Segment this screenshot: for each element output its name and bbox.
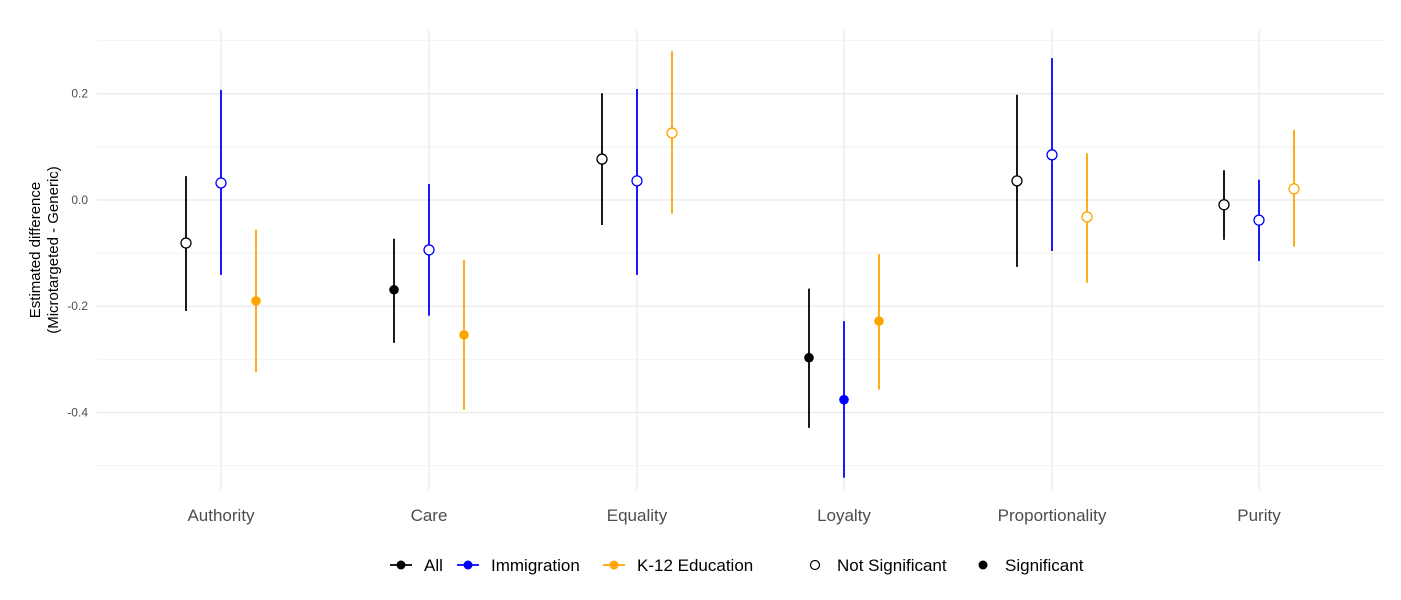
point-not-significant bbox=[423, 244, 435, 256]
point-not-significant bbox=[666, 127, 678, 139]
legend-key-point bbox=[396, 560, 406, 570]
legend-label: All bbox=[424, 556, 443, 575]
x-tick-label: Care bbox=[411, 506, 448, 525]
point-not-significant bbox=[1288, 183, 1300, 195]
point-not-significant bbox=[596, 153, 608, 165]
x-tick-label: Proportionality bbox=[998, 506, 1107, 525]
y-tick-label: 0.0 bbox=[71, 193, 88, 207]
x-tick-label: Equality bbox=[607, 506, 668, 525]
legend-significant-icon bbox=[978, 560, 988, 570]
point-significant bbox=[251, 296, 261, 306]
x-axis-ticks: Authority Care Equality Loyalty Proportional… bbox=[187, 506, 1281, 525]
point-not-significant bbox=[1081, 211, 1093, 223]
legend-not-significant-icon bbox=[809, 559, 821, 571]
y-axis-label-line1: Estimated difference bbox=[27, 182, 44, 318]
y-axis-ticks: -0.4 -0.2 0.0 0.2 bbox=[67, 87, 88, 420]
legend-label: Significant bbox=[1005, 556, 1084, 575]
gridlines bbox=[97, 30, 1384, 490]
legend-label: Not Significant bbox=[837, 556, 947, 575]
y-axis-label-line2: (Microtargeted - Generic) bbox=[45, 166, 62, 334]
point-not-significant bbox=[1218, 199, 1230, 211]
legend-key-point bbox=[609, 560, 619, 570]
y-tick-label: -0.4 bbox=[67, 405, 88, 419]
point-significant bbox=[389, 284, 399, 295]
point-not-significant bbox=[631, 175, 643, 187]
x-tick-label: Loyalty bbox=[817, 506, 871, 525]
y-tick-label: -0.2 bbox=[67, 299, 88, 313]
point-significant bbox=[839, 394, 849, 405]
legend-label: K-12 Education bbox=[637, 556, 753, 575]
legend-label: Immigration bbox=[491, 556, 580, 575]
y-tick-label: 0.2 bbox=[71, 87, 88, 101]
point-significant bbox=[874, 316, 884, 326]
point-not-significant bbox=[180, 237, 192, 249]
point-not-significant bbox=[1011, 175, 1023, 187]
x-tick-label: Authority bbox=[187, 506, 255, 525]
point-not-significant bbox=[215, 177, 227, 189]
x-tick-label: Purity bbox=[1237, 506, 1281, 525]
point-not-significant bbox=[1046, 149, 1058, 161]
legend: All Immigration K-12 Education Not Signific… bbox=[390, 556, 1084, 575]
point-significant bbox=[459, 330, 469, 340]
point-not-significant bbox=[1253, 214, 1265, 226]
point-significant bbox=[804, 352, 814, 363]
legend-key-point bbox=[463, 560, 473, 570]
data-marks bbox=[180, 51, 1300, 478]
